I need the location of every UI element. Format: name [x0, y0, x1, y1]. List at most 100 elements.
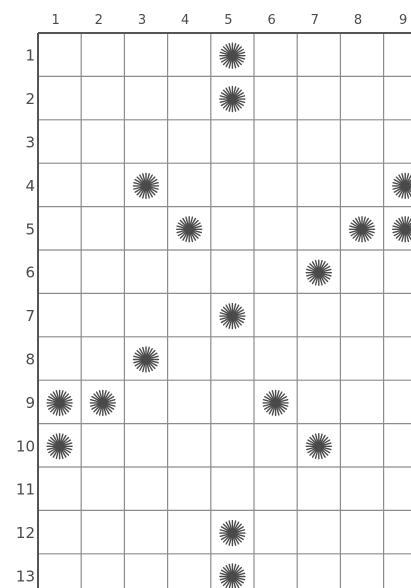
- board-cell-r12-c8[interactable]: [340, 510, 384, 554]
- board-cell-r1-c8[interactable]: [340, 33, 384, 77]
- board-cell-r4-c6[interactable]: [254, 163, 298, 207]
- board-cell-r7-c2[interactable]: [81, 293, 125, 337]
- board-cell-r7-c3[interactable]: [124, 293, 168, 337]
- board-cell-r11-c3[interactable]: [124, 467, 168, 511]
- board-cell-r12-c4[interactable]: [167, 510, 211, 554]
- board-cell-r13-c1[interactable]: [38, 553, 82, 588]
- board-cell-r9-c8[interactable]: [340, 380, 384, 424]
- board-cell-r13-c2[interactable]: [81, 553, 125, 588]
- board-cell-r11-c4[interactable]: [167, 467, 211, 511]
- board-cell-r8-c5[interactable]: [210, 336, 254, 381]
- board-cell-r11-c5[interactable]: [210, 467, 254, 511]
- board-cell-r4-c4[interactable]: [167, 163, 211, 207]
- board-cell-r7-c6[interactable]: [254, 293, 298, 337]
- board-cell-r5-c5[interactable]: [210, 206, 254, 250]
- board-cell-r6-c2[interactable]: [81, 250, 125, 294]
- board-cell-r4-c1[interactable]: [38, 163, 82, 207]
- board-cell-r13-c7[interactable]: [297, 553, 341, 588]
- board-cell-r1-c2[interactable]: [81, 33, 125, 77]
- board-cell-r9-c4[interactable]: [167, 380, 211, 424]
- board-cell-r11-c7[interactable]: [297, 467, 341, 511]
- board-cell-r10-c4[interactable]: [167, 423, 211, 467]
- board-cell-r7-c1[interactable]: [38, 293, 82, 337]
- board-cell-r11-c8[interactable]: [340, 467, 384, 511]
- board-cell-r13-c6[interactable]: [254, 553, 298, 588]
- board-cell-r10-c8[interactable]: [340, 423, 384, 467]
- board-cell-r3-c7[interactable]: [297, 119, 341, 164]
- board-cell-r3-c6[interactable]: [254, 119, 298, 164]
- board-cell-r11-c2[interactable]: [81, 467, 125, 511]
- board-cell-r12-c3[interactable]: [124, 510, 168, 554]
- board-cell-r1-c7[interactable]: [297, 33, 341, 77]
- board-cell-r6-c5[interactable]: [210, 250, 254, 294]
- board-cell-r7-c8[interactable]: [340, 293, 384, 337]
- board-cell-r7-c4[interactable]: [167, 293, 211, 337]
- board-cell-r9-c5[interactable]: [210, 380, 254, 424]
- board-cell-r5-c2[interactable]: [81, 206, 125, 250]
- board-cell-r2-c8[interactable]: [340, 76, 384, 120]
- board-cell-r4-c5[interactable]: [210, 163, 254, 207]
- board-cell-r12-c1[interactable]: [38, 510, 82, 554]
- board-cell-r3-c9[interactable]: [383, 119, 411, 164]
- board-cell-r12-c2[interactable]: [81, 510, 125, 554]
- board-cell-r13-c9[interactable]: [383, 553, 411, 588]
- board-cell-r5-c7[interactable]: [297, 206, 341, 250]
- board-cell-r8-c8[interactable]: [340, 336, 384, 381]
- board-cell-r6-c1[interactable]: [38, 250, 82, 294]
- board-cell-r5-c3[interactable]: [124, 206, 168, 250]
- board-cell-r3-c8[interactable]: [340, 119, 384, 164]
- board-cell-r11-c6[interactable]: [254, 467, 298, 511]
- board-cell-r2-c7[interactable]: [297, 76, 341, 120]
- board-cell-r8-c1[interactable]: [38, 336, 82, 381]
- board-cell-r4-c8[interactable]: [340, 163, 384, 207]
- board-cell-r9-c9[interactable]: [383, 380, 411, 424]
- board-cell-r2-c9[interactable]: [383, 76, 411, 120]
- board-cell-r1-c3[interactable]: [124, 33, 168, 77]
- board-cell-r7-c7[interactable]: [297, 293, 341, 337]
- board-cell-r4-c2[interactable]: [81, 163, 125, 207]
- board-cell-r10-c6[interactable]: [254, 423, 298, 467]
- board-cell-r6-c3[interactable]: [124, 250, 168, 294]
- board-cell-r2-c4[interactable]: [167, 76, 211, 120]
- board-cell-r3-c1[interactable]: [38, 119, 82, 164]
- board-cell-r8-c9[interactable]: [383, 336, 411, 381]
- board-cell-r2-c6[interactable]: [254, 76, 298, 120]
- board-cell-r3-c2[interactable]: [81, 119, 125, 164]
- board-cell-r2-c1[interactable]: [38, 76, 82, 120]
- board-cell-r12-c6[interactable]: [254, 510, 298, 554]
- board-cell-r1-c6[interactable]: [254, 33, 298, 77]
- board-cell-r13-c4[interactable]: [167, 553, 211, 588]
- board-cell-r5-c6[interactable]: [254, 206, 298, 250]
- board-cell-r10-c9[interactable]: [383, 423, 411, 467]
- board-cell-r1-c1[interactable]: [38, 33, 82, 77]
- board-cell-r6-c8[interactable]: [340, 250, 384, 294]
- board-cell-r5-c1[interactable]: [38, 206, 82, 250]
- board-cell-r2-c2[interactable]: [81, 76, 125, 120]
- board-cell-r3-c5[interactable]: [210, 119, 254, 164]
- board-cell-r9-c7[interactable]: [297, 380, 341, 424]
- board-cell-r13-c8[interactable]: [340, 553, 384, 588]
- board-cell-r10-c2[interactable]: [81, 423, 125, 467]
- board-cell-r8-c2[interactable]: [81, 336, 125, 381]
- board-cell-r8-c4[interactable]: [167, 336, 211, 381]
- board-cell-r10-c5[interactable]: [210, 423, 254, 467]
- board-cell-r6-c4[interactable]: [167, 250, 211, 294]
- board-cell-r10-c3[interactable]: [124, 423, 168, 467]
- board-cell-r4-c7[interactable]: [297, 163, 341, 207]
- board-cell-r1-c4[interactable]: [167, 33, 211, 77]
- board-cell-r6-c9[interactable]: [383, 250, 411, 294]
- board-cell-r6-c6[interactable]: [254, 250, 298, 294]
- board-cell-r2-c3[interactable]: [124, 76, 168, 120]
- board-cell-r11-c9[interactable]: [383, 467, 411, 511]
- board-cell-r12-c7[interactable]: [297, 510, 341, 554]
- board-cell-r7-c9[interactable]: [383, 293, 411, 337]
- board-cell-r1-c9[interactable]: [383, 33, 411, 77]
- board-cell-r9-c3[interactable]: [124, 380, 168, 424]
- board-cell-r13-c3[interactable]: [124, 553, 168, 588]
- board-cell-r8-c6[interactable]: [254, 336, 298, 381]
- board-cell-r12-c9[interactable]: [383, 510, 411, 554]
- board-cell-r8-c7[interactable]: [297, 336, 341, 381]
- board-cell-r11-c1[interactable]: [38, 467, 82, 511]
- board-cell-r3-c4[interactable]: [167, 119, 211, 164]
- board-cell-r3-c3[interactable]: [124, 119, 168, 164]
